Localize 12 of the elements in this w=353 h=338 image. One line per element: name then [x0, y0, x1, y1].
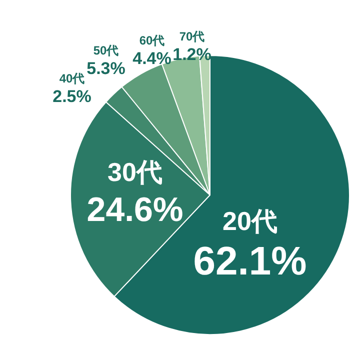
slice-label: 50代	[93, 44, 119, 58]
data-label: 1.2%	[172, 45, 212, 64]
slice-label: 40代	[59, 72, 85, 86]
data-label: 5.3%	[86, 59, 126, 78]
data-label: 2.5%	[52, 87, 92, 106]
slice-label: 70代	[179, 30, 205, 44]
data-label: 4.4%	[132, 49, 172, 68]
data-label: 62.1%	[193, 240, 307, 284]
slice-label: 60代	[139, 34, 165, 48]
data-label: 24.6%	[86, 191, 184, 230]
slice-label: 20代	[222, 206, 278, 236]
slice-label: 30代	[108, 157, 162, 188]
